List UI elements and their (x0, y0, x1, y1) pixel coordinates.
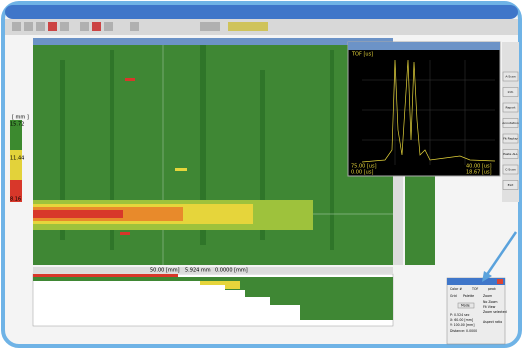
scale-label: 11.44 (10, 156, 24, 162)
side-button-label: C-Scan (505, 168, 516, 172)
a-scan-label: TOF [us] (351, 52, 373, 58)
dialog-option[interactable]: TOF (471, 287, 478, 291)
side-button-label: Info (508, 90, 514, 94)
position-text: 50.00 [mm] (150, 268, 180, 274)
screenshot: [ mm ] 15.72 11.44 8.16 50.00 [mm] 5.924… (0, 0, 523, 349)
spot (175, 168, 187, 171)
position-text: 0.0000 [mm] (215, 268, 248, 274)
scale-yellow (10, 150, 22, 180)
dialog-option[interactable]: peak (488, 287, 496, 291)
side-button-label: Paste ALL (503, 152, 518, 156)
dialog-option[interactable]: Palette (463, 294, 474, 298)
side-button-label: Exit (508, 183, 515, 187)
a-scan-label: 18.67 [us] (466, 170, 492, 176)
dialog-close[interactable] (497, 279, 503, 284)
position-bar (33, 267, 393, 273)
scale-label: 8.16 (10, 197, 21, 203)
dialog-text: Mode (461, 304, 470, 308)
dialog-text: Color # (450, 287, 462, 291)
a-scan (348, 42, 500, 176)
dialog-text: P: 0.524 sec (450, 313, 470, 317)
dialog-option[interactable]: Fit View (483, 305, 496, 309)
side-button-label: Report (506, 106, 517, 110)
dialog-text: Distance: 0.0000 (450, 329, 477, 333)
pane-header (33, 38, 393, 45)
dialog-text: Zoom (483, 294, 492, 298)
a-scan-title (348, 42, 500, 50)
spot (125, 78, 135, 81)
scale-unit: [ mm ] (12, 115, 29, 121)
side-button-label: Annotation (502, 121, 519, 125)
scale-label: 15.72 (10, 122, 24, 128)
position-text: 5.924 mm (185, 268, 211, 274)
side-button-label: A-Scan (505, 75, 515, 79)
title-bar (5, 5, 518, 19)
dialog-option[interactable]: No Zoom (483, 300, 498, 304)
dialog-option[interactable]: Grid (450, 294, 457, 298)
dialog-option[interactable]: Aspect ratio (483, 320, 502, 324)
dialog-option[interactable]: Zoom selected (483, 310, 507, 314)
a-scan-label: 0.00 [us] (351, 170, 373, 176)
dialog-text: X: 60.00 [mm] (450, 318, 473, 322)
defect-streak (33, 200, 313, 230)
side-profile-green (405, 175, 435, 265)
spot (120, 232, 130, 235)
dialog-text: Y: 100.00 [mm] (450, 323, 474, 327)
profile-red (33, 274, 178, 277)
dialog-title (447, 278, 505, 285)
c-scan (33, 45, 393, 265)
side-button-label: Fit Replay (503, 137, 518, 141)
